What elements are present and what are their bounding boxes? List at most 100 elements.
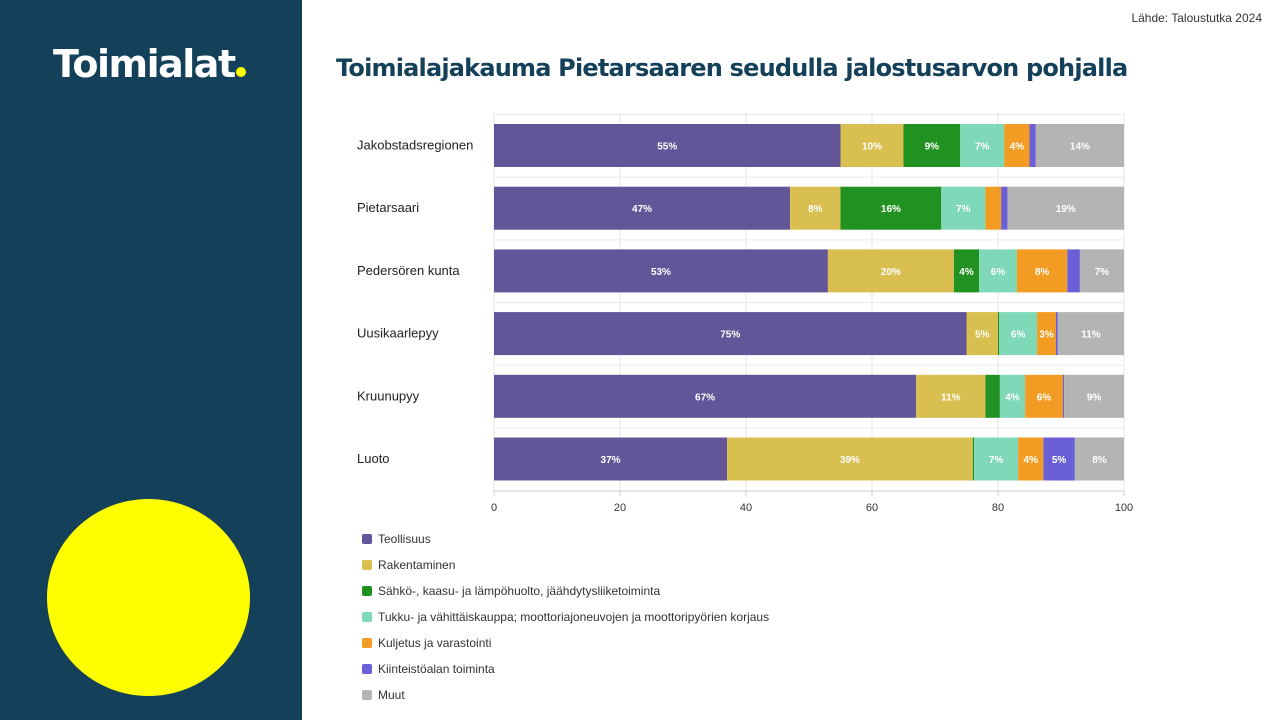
bar-segment — [1018, 437, 1044, 481]
legend-label: Sähkö-, kaasu- ja lämpöhuolto, jäähdytys… — [378, 584, 661, 598]
bar-segment — [998, 312, 1000, 356]
data-label: 5% — [975, 330, 990, 341]
x-tick-label: 60 — [866, 502, 878, 514]
bar-segment — [790, 186, 841, 230]
legend-swatch — [362, 664, 372, 674]
bar-segment — [727, 437, 973, 481]
x-tick-label: 40 — [740, 502, 752, 514]
data-label: 11% — [941, 392, 961, 403]
x-tick-label: 100 — [1115, 502, 1133, 514]
legend-swatch — [362, 560, 372, 570]
bar-segment — [1062, 374, 1065, 418]
data-label: 53% — [651, 267, 671, 278]
data-label: 47% — [632, 204, 652, 215]
legend-item: Tukku- ja vähittäiskauppa; moottoriajone… — [362, 604, 769, 630]
bar-segment — [985, 374, 1000, 418]
bar-segment — [827, 249, 954, 293]
data-label: 75% — [720, 330, 740, 341]
bar-segment — [840, 124, 904, 167]
data-label: 14% — [1070, 142, 1090, 153]
data-label: 3% — [1039, 330, 1054, 341]
legend-item: Teollisuus — [362, 526, 769, 552]
data-label: 9% — [1087, 392, 1102, 403]
bar-segment — [494, 437, 728, 481]
bar-segment — [985, 186, 1002, 230]
chart-legend: Teollisuus Rakentaminen Sähkö-, kaasu- ja … — [362, 526, 769, 708]
category-label: Pietarsaari — [357, 200, 419, 215]
category-label: Kruunupyy — [357, 388, 420, 403]
bar-segment — [1064, 374, 1124, 418]
bar-segment — [966, 312, 998, 356]
brand-logo: Toimialat — [53, 42, 246, 86]
bar-segment — [1037, 312, 1056, 356]
bar-segment — [1029, 124, 1036, 167]
decorative-circle — [47, 499, 250, 696]
category-label: Uusikaarlepyy — [357, 326, 439, 341]
data-label: 20% — [881, 267, 901, 278]
legend-swatch — [362, 534, 372, 544]
sidebar-panel: Toimialat — [0, 0, 302, 720]
bar-segment — [999, 374, 1026, 418]
data-label: 11% — [1081, 330, 1101, 341]
brand-text: Toimialat — [53, 42, 236, 86]
bar-segment — [999, 312, 1038, 356]
legend-item: Rakentaminen — [362, 552, 769, 578]
data-label: 4% — [1010, 142, 1025, 153]
data-label: 7% — [956, 204, 971, 215]
source-note: Lähde: Taloustutka 2024 — [1131, 11, 1262, 25]
legend-label: Teollisuus — [378, 532, 431, 546]
bar-segment — [953, 249, 980, 293]
data-label: 6% — [1011, 330, 1026, 341]
category-label: Jakobstadsregionen — [357, 138, 473, 153]
legend-swatch — [362, 612, 372, 622]
data-label: 10% — [862, 142, 882, 153]
bar-segment — [1067, 249, 1080, 293]
bar-segment — [840, 186, 942, 230]
bar-segment — [494, 374, 917, 418]
data-label: 5% — [1052, 455, 1067, 466]
bar-segment — [1025, 374, 1063, 418]
legend-label: Kiinteistöalan toiminta — [378, 662, 495, 676]
legend-item: Kuljetus ja varastointi — [362, 630, 769, 656]
bar-segment — [494, 186, 791, 230]
data-label: 4% — [1024, 455, 1039, 466]
x-tick-label: 0 — [491, 502, 497, 514]
data-label: 9% — [925, 142, 940, 153]
x-tick-label: 80 — [992, 502, 1004, 514]
data-label: 8% — [1035, 267, 1050, 278]
bar-segment — [1035, 124, 1124, 167]
bar-segment — [1074, 437, 1124, 481]
bar-segment — [972, 437, 975, 481]
data-label: 7% — [975, 142, 990, 153]
data-label: 19% — [1056, 204, 1076, 215]
bar-segment — [1007, 186, 1124, 230]
data-label: 7% — [989, 455, 1004, 466]
bar-segment — [960, 124, 1005, 167]
legend-label: Tukku- ja vähittäiskauppa; moottoriajone… — [378, 610, 770, 624]
bar-segment — [979, 249, 1017, 293]
legend-label: Rakentaminen — [378, 558, 456, 572]
data-label: 6% — [991, 267, 1006, 278]
bar-segment — [903, 124, 961, 167]
bar-segment — [916, 374, 986, 418]
bar-segment — [1055, 312, 1058, 356]
bar-segment — [974, 437, 1019, 481]
bar-segment — [494, 249, 828, 293]
data-label: 37% — [601, 455, 621, 466]
bar-segment — [1016, 249, 1068, 293]
bar-segment — [494, 124, 841, 167]
data-label: 4% — [1005, 392, 1020, 403]
data-label: 8% — [1092, 455, 1107, 466]
legend-swatch — [362, 586, 372, 596]
bar-segment — [941, 186, 986, 230]
legend-item: Muut — [362, 682, 769, 708]
bar-segment — [1001, 186, 1008, 230]
legend-item: Kiinteistöalan toiminta — [362, 656, 769, 682]
slide-title: Toimialajakauma Pietarsaaren seudulla ja… — [336, 54, 1128, 82]
data-label: 55% — [657, 142, 677, 153]
bar-segment — [1079, 249, 1124, 293]
legend-label: Muut — [378, 688, 405, 702]
bar-segment — [1057, 312, 1124, 356]
category-label: Pedersören kunta — [357, 263, 460, 278]
